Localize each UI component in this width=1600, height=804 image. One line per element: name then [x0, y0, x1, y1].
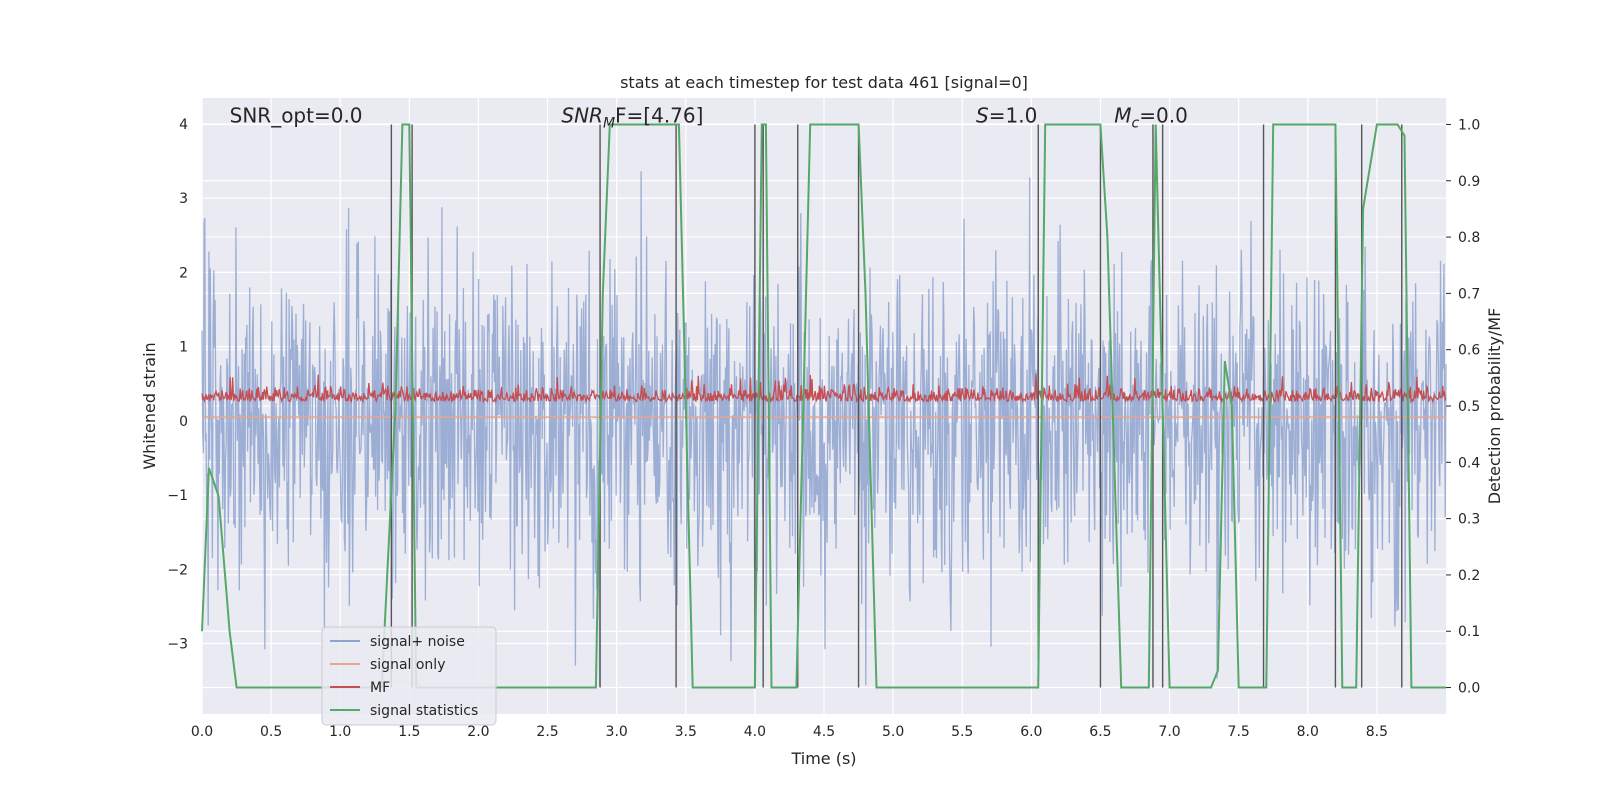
y-tick-label-left: 2: [179, 265, 188, 281]
y-tick-label-right: 0.9: [1458, 174, 1480, 190]
x-tick-label: 8.0: [1297, 724, 1319, 740]
x-tick-label: 4.5: [813, 724, 835, 740]
y-tick-label-right: 0.1: [1458, 624, 1480, 640]
y-axis-label-right: Detection probability/MF: [1485, 308, 1504, 505]
y-tick-label-right: 0.8: [1458, 230, 1480, 246]
legend-label: MF: [370, 680, 390, 696]
y-tick-label-left: 4: [179, 117, 188, 133]
legend: signal+ noise signal only MF signal statist…: [321, 626, 497, 726]
legend-label: signal only: [370, 657, 445, 673]
x-tick-label: 4.0: [744, 724, 766, 740]
x-tick-label: 2.5: [536, 724, 558, 740]
axis-layer: 0.0 0.5 1.0 1.5 2.0 2.5 3.0 3.5 4.0 4.5 5.0 5.5 6.0 6…: [167, 117, 1480, 740]
y-tick-label-left: −3: [167, 636, 188, 652]
annotation-layer: SNR_opt=0.0 SNRMF=[4.76] S=1.0 Mc=0.0: [230, 103, 1188, 131]
x-axis-label: Time (s): [790, 749, 856, 768]
legend-label: signal+ noise: [370, 634, 465, 650]
x-tick-label: 5.5: [951, 724, 973, 740]
annotation-1: SNRMF=[4.76]: [561, 103, 703, 131]
y-tick-label-left: −1: [167, 488, 188, 504]
annotation-0: SNR_opt=0.0: [230, 103, 363, 127]
y-tick-label-left: 1: [179, 340, 188, 356]
x-tick-label: 3.0: [606, 724, 628, 740]
x-tick-label: 8.5: [1366, 724, 1388, 740]
y-tick-label-right: 0.4: [1458, 455, 1480, 471]
annotation-2: S=1.0: [976, 103, 1037, 127]
legend-label: signal statistics: [370, 703, 478, 719]
x-tick-label: 5.0: [882, 724, 904, 740]
y-tick-label-right: 0.0: [1458, 681, 1480, 697]
y-axis-label-left: Whitened strain: [140, 342, 159, 469]
x-tick-label: 6.5: [1089, 724, 1111, 740]
y-tick-label-right: 0.6: [1458, 343, 1480, 359]
x-tick-label: 1.5: [398, 724, 420, 740]
x-tick-label: 0.0: [191, 724, 213, 740]
y-tick-label-right: 0.2: [1458, 568, 1480, 584]
x-tick-label: 3.5: [675, 724, 697, 740]
x-tick-label: 6.0: [1020, 724, 1042, 740]
y-tick-label-left: 0: [179, 414, 188, 430]
annotation-3: Mc=0.0: [1114, 103, 1188, 131]
x-tick-label: 2.0: [467, 724, 489, 740]
y-tick-label-left: 3: [179, 191, 188, 207]
legend-box: [321, 626, 497, 726]
y-tick-label-left: −2: [167, 562, 188, 578]
y-tick-label-right: 0.7: [1458, 286, 1480, 302]
chart-title: stats at each timestep for test data 461…: [620, 73, 1028, 92]
y-tick-label-right: 0.5: [1458, 399, 1480, 415]
series-signal-noise-line: [201, 171, 1447, 687]
y-tick-label-right: 0.3: [1458, 512, 1480, 528]
x-tick-label: 7.5: [1228, 724, 1250, 740]
x-tick-label: 7.0: [1158, 724, 1180, 740]
x-tick-label: 0.5: [260, 724, 282, 740]
x-tick-label: 1.0: [329, 724, 351, 740]
series-mf-line: [201, 373, 1447, 404]
y-tick-label-right: 1.0: [1458, 117, 1480, 133]
